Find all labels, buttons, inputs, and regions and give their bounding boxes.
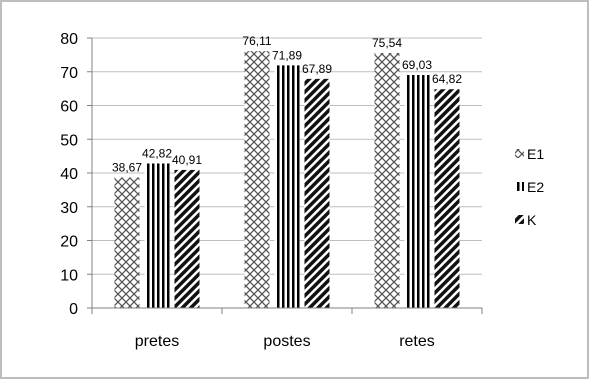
data-label: 76,11 (242, 34, 271, 48)
data-label: 67,89 (302, 62, 332, 76)
y-tick-label: 50 (60, 132, 78, 149)
bar-e1-pretes (114, 177, 140, 308)
legend-swatch-e2 (515, 182, 524, 191)
x-tick-label: pretes (135, 333, 179, 350)
legend-swatch-k (515, 215, 524, 224)
legend-label-e2: E2 (527, 179, 544, 195)
y-tick-label: 30 (60, 200, 78, 217)
bar-k-postes (304, 78, 330, 308)
bar-k-pretes (174, 169, 200, 308)
y-tick-label: 80 (60, 31, 78, 48)
data-label: 69,03 (402, 58, 432, 72)
y-tick-label: 40 (60, 166, 78, 183)
x-tick-label: retes (399, 333, 435, 350)
data-label: 40,91 (172, 153, 202, 167)
bar-e2-retes (404, 75, 430, 309)
legend-label-e1: E1 (527, 146, 544, 162)
bar-e1-retes (374, 53, 400, 308)
data-label: 75,54 (372, 36, 402, 50)
bar-e2-postes (274, 65, 300, 308)
y-tick-label: 10 (60, 267, 78, 284)
axes: 0 10 20 30 40 50 60 70 80 pretes postes retes (60, 31, 483, 350)
legend-swatch-e1 (515, 149, 524, 158)
data-label: 64,82 (432, 72, 462, 86)
legend: E1 E2 K (515, 146, 544, 228)
data-label: 38,67 (112, 160, 142, 174)
legend-label-k: K (527, 212, 537, 228)
y-tick-label: 0 (69, 301, 78, 318)
y-tick-label: 20 (60, 234, 78, 251)
y-tick-label: 70 (60, 65, 78, 82)
data-label: 42,82 (142, 146, 172, 160)
bar-e2-pretes (144, 163, 170, 308)
bar-k-retes (434, 89, 460, 308)
bar-e1-postes (244, 51, 270, 308)
bars (114, 51, 460, 309)
x-tick-label: postes (263, 333, 310, 350)
data-label: 71,89 (272, 48, 302, 62)
y-tick-label: 60 (60, 99, 78, 116)
